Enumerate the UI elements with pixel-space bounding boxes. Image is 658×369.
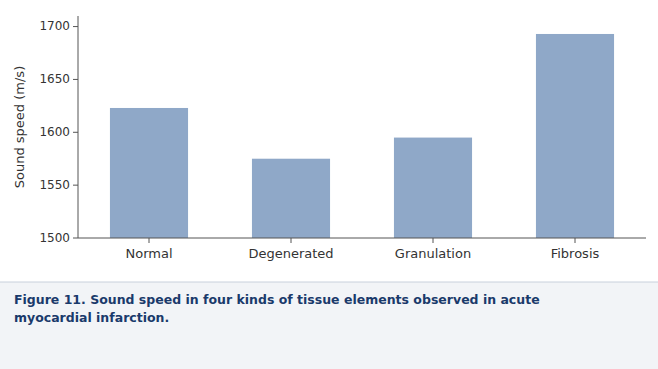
x-tick (149, 238, 150, 243)
x-tick (433, 238, 434, 243)
x-tick-label: Granulation (395, 246, 471, 261)
y-tick-label: 1600 (39, 125, 70, 139)
y-tick (73, 185, 78, 186)
y-tick-label: 1650 (39, 72, 70, 86)
x-axis-line (78, 238, 646, 239)
x-tick (575, 238, 576, 243)
caption-separator (0, 282, 658, 283)
y-axis-label: Sound speed (m/s) (12, 66, 27, 188)
x-tick-label: Degenerated (248, 246, 333, 261)
bar (252, 159, 330, 238)
bar (536, 34, 614, 238)
y-tick (73, 238, 78, 239)
bar (110, 108, 188, 238)
x-tick (291, 238, 292, 243)
bar (394, 138, 472, 238)
y-tick (73, 79, 78, 80)
chart-svg: 1500 1550 1600 1650 1700 Normal Degenerated Gra… (0, 0, 658, 369)
x-tick-label: Normal (125, 246, 172, 261)
caption-background (0, 282, 658, 369)
y-tick (73, 26, 78, 27)
y-axis-line (78, 16, 79, 238)
x-tick-label: Fibrosis (551, 246, 600, 261)
y-tick-label: 1700 (39, 19, 70, 33)
y-tick-label: 1500 (39, 231, 70, 245)
chart-container: 1500 1550 1600 1650 1700 Normal Degenerated Gra… (0, 0, 658, 369)
y-tick-label: 1550 (39, 178, 70, 192)
bars (110, 34, 614, 238)
caption: Figure 11. Sound speed in four kinds of … (14, 292, 540, 325)
y-tick (73, 132, 78, 133)
